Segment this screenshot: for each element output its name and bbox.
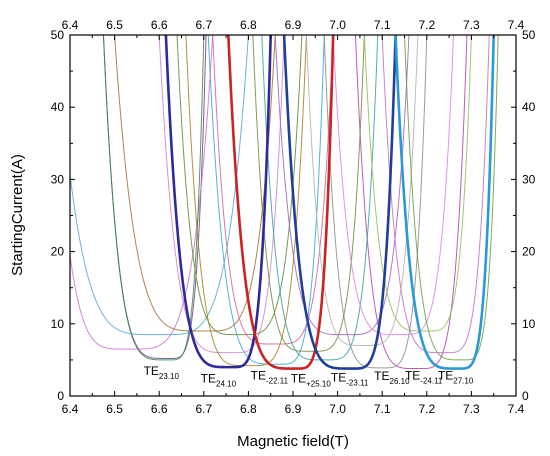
mode-label: TE-22.11 xyxy=(251,368,289,385)
curve-unlabeled-6 xyxy=(70,35,249,336)
curve-te-23-11 xyxy=(282,35,397,370)
curve-unlabeled-16 xyxy=(332,35,455,336)
mode-label-group: TE23.10 TE24.10 TE-22.11 TE+25.10 TE-23.11 TE… xyxy=(144,364,474,388)
x-tick-label-top: 6.9 xyxy=(285,18,302,32)
mode-label: TE23.10 xyxy=(144,364,180,381)
y-tick-label: 50 xyxy=(51,28,65,42)
x-tick-label-top: 6.5 xyxy=(106,18,123,32)
x-tick-label: 7.4 xyxy=(508,402,525,416)
x-tick-label: 7.2 xyxy=(418,402,435,416)
curve-group xyxy=(70,35,499,370)
curve-unlabeled-10 xyxy=(185,35,307,367)
curve-unlabeled-14 xyxy=(274,35,410,336)
x-tick-label: 6.8 xyxy=(240,402,257,416)
mode-label: TE+25.10 xyxy=(291,371,332,388)
y-tick-label: 30 xyxy=(51,172,65,186)
curve-unlabeled-19 xyxy=(403,35,499,361)
curve-unlabeled-5 xyxy=(102,35,205,361)
x-axis-label: Magnetic field(T) xyxy=(237,433,349,450)
y-tick-label-right: 40 xyxy=(522,100,536,114)
curve-te27-10 xyxy=(394,35,495,370)
curve-unlabeled-15 xyxy=(305,35,419,346)
x-tick-label-top: 6.7 xyxy=(195,18,212,32)
y-tick-label: 0 xyxy=(57,389,64,403)
y-tick-label: 20 xyxy=(51,245,65,259)
y-tick-label-right: 10 xyxy=(522,317,536,331)
x-tick-label: 6.5 xyxy=(106,402,123,416)
curve-unlabeled-8 xyxy=(158,35,285,354)
y-tick-label-right: 0 xyxy=(522,389,529,403)
y-tick-label-right: 50 xyxy=(522,28,536,42)
x-tick-label-top: 6.8 xyxy=(240,18,257,32)
x-tick-label-top: 7.0 xyxy=(329,18,346,32)
curve-te-24-11 xyxy=(354,35,468,370)
curve-unlabeled-4 xyxy=(70,35,214,350)
x-tick-label-top: 7.3 xyxy=(463,18,480,32)
x-tick-label: 6.9 xyxy=(285,402,302,416)
x-tick-label: 6.4 xyxy=(62,402,79,416)
curve-unlabeled-9 xyxy=(176,35,303,336)
tick-group: 6.4 6.4 6.5 6.5 6.6 6.6 6.7 6.7 6.8 6.8 6.9 6.9 7.0 7… xyxy=(51,18,536,416)
mode-label: TE-24.11 xyxy=(405,368,443,385)
curve-unlabeled-12 xyxy=(252,35,365,352)
curve-unlabeled-11 xyxy=(212,35,334,345)
y-tick-label-right: 20 xyxy=(522,245,536,259)
x-tick-label: 6.6 xyxy=(151,402,168,416)
x-tick-label: 7.1 xyxy=(374,402,391,416)
y-axis-label: StartingCurrent(A) xyxy=(9,154,26,276)
y-tick-label: 10 xyxy=(51,317,65,331)
curve-te26-10 xyxy=(323,35,428,369)
x-tick-label: 7.3 xyxy=(463,402,480,416)
x-tick-label: 6.7 xyxy=(195,402,212,416)
curve-te24-10 xyxy=(164,35,273,369)
y-tick-label: 40 xyxy=(51,100,65,114)
mode-label: TE24.10 xyxy=(201,371,237,388)
x-tick-label-top: 7.2 xyxy=(418,18,435,32)
x-tick-label-top: 6.4 xyxy=(62,18,79,32)
x-tick-label-top: 7.1 xyxy=(374,18,391,32)
curve-unlabeled-18 xyxy=(381,35,490,354)
x-tick-label-top: 7.4 xyxy=(508,18,525,32)
curve-unlabeled-7 xyxy=(114,35,276,332)
plot-frame xyxy=(69,34,517,397)
curve-te-25-10 xyxy=(227,35,335,370)
x-tick-label: 7.0 xyxy=(329,402,346,416)
x-tick-label-top: 6.6 xyxy=(151,18,168,32)
mode-label: TE26.10 xyxy=(374,369,410,386)
mode-label: TE27.10 xyxy=(438,368,474,385)
mode-label: TE-23.11 xyxy=(331,371,369,388)
y-tick-label-right: 30 xyxy=(522,172,536,186)
curve-unlabeled-17 xyxy=(363,35,472,332)
